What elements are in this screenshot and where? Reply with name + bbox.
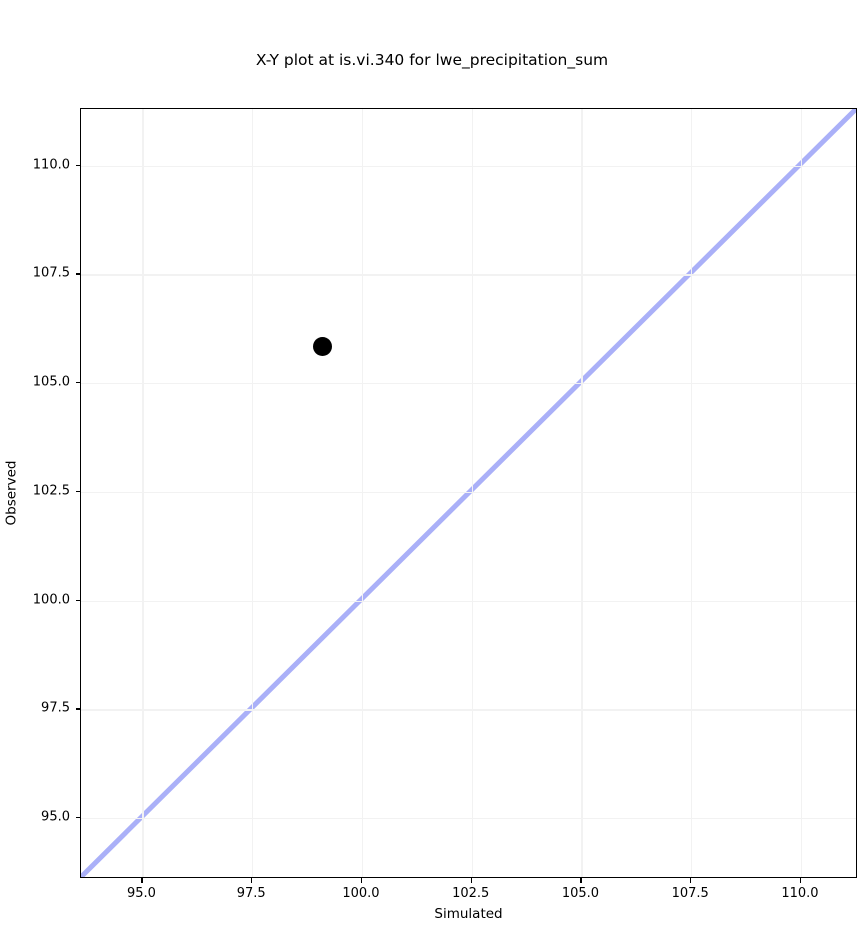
- gridline-horizontal: [81, 383, 856, 385]
- y-axis-label: Observed: [0, 108, 22, 878]
- x-axis-tick-label: 97.5: [236, 886, 266, 901]
- data-point: [312, 336, 332, 356]
- x-axis-tick: [580, 878, 582, 883]
- x-axis-tick: [360, 878, 363, 883]
- x-axis-tick: [141, 878, 143, 883]
- plot-area: [80, 108, 857, 878]
- x-axis-tick: [799, 878, 802, 883]
- y-axis-tick-label: 102.5: [32, 483, 70, 499]
- y-axis-tick: [75, 382, 80, 384]
- gridline-horizontal: [81, 165, 856, 167]
- y-axis-tick-label: 97.5: [41, 700, 70, 716]
- x-axis-tick-label: 107.5: [671, 886, 709, 901]
- y-axis-tick: [75, 708, 80, 710]
- y-axis-label-text: Observed: [3, 460, 20, 526]
- x-axis-tick-label: 110.0: [781, 886, 819, 901]
- chart-title-line-1: X-Y plot at is.vi.340 for lwe_precipitat…: [255, 51, 609, 69]
- x-axis-tick-label: 102.5: [452, 886, 490, 901]
- y-axis-tick: [75, 273, 80, 275]
- y-axis-tick: [75, 599, 80, 601]
- x-axis-tick-label: 105.0: [561, 886, 600, 901]
- gridline-horizontal: [81, 600, 856, 602]
- y-axis-tick-label: 107.5: [32, 265, 70, 281]
- gridline-horizontal: [81, 818, 856, 820]
- x-axis-tick: [690, 878, 692, 883]
- x-axis-tick: [251, 878, 253, 883]
- y-axis-tick: [75, 817, 80, 819]
- x-axis-tick-label: 95.0: [126, 886, 156, 901]
- y-axis-tick-label: 100.0: [32, 592, 70, 608]
- x-axis-tick-label: 100.0: [342, 886, 380, 901]
- x-axis-tick: [470, 878, 472, 883]
- y-axis-tick: [75, 164, 80, 166]
- gridline-horizontal: [81, 709, 856, 711]
- gridline-horizontal: [81, 491, 856, 494]
- y-axis-tick: [75, 490, 80, 493]
- y-axis-tick-label: 110.0: [32, 157, 70, 173]
- gridline-horizontal: [81, 274, 856, 276]
- y-axis-tick-label: 105.0: [32, 374, 70, 390]
- y-axis-tick-label: 95.0: [41, 809, 70, 825]
- x-axis-label: Simulated: [434, 906, 503, 922]
